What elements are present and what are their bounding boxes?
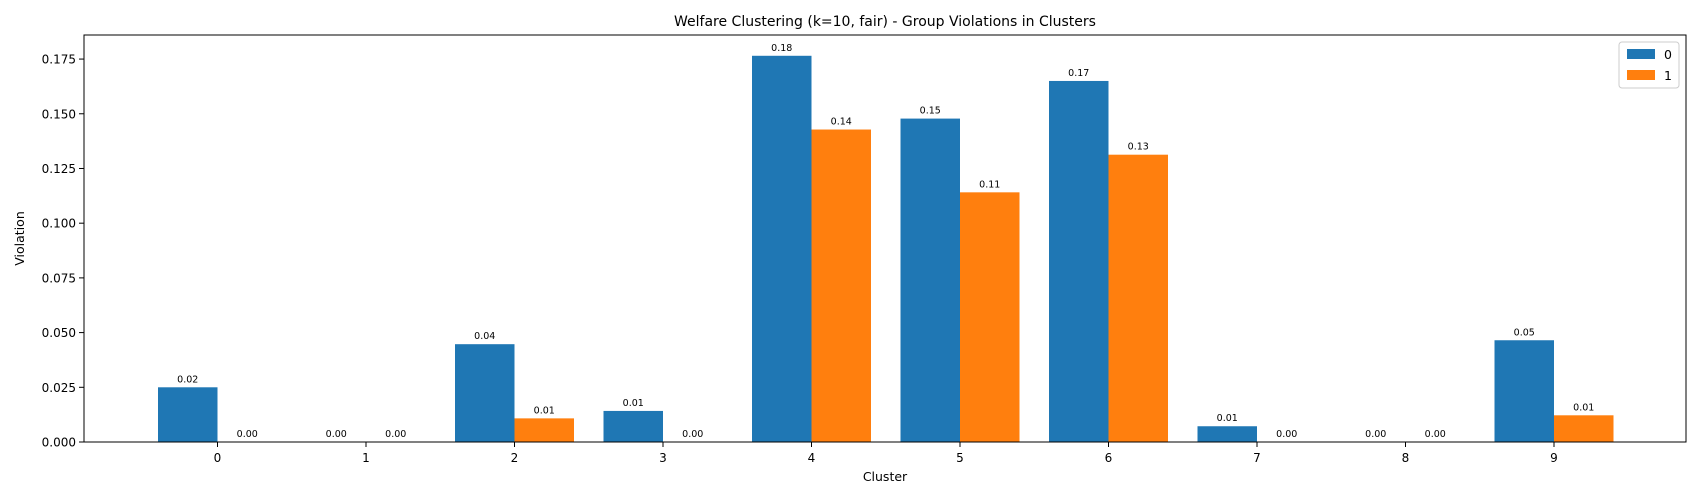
x-tick-label: 8 bbox=[1402, 451, 1410, 465]
bar-label-series1-cluster7: 0.00 bbox=[1276, 429, 1297, 440]
x-tick-label: 7 bbox=[1253, 451, 1261, 465]
y-tick-label: 0.000 bbox=[42, 436, 76, 450]
legend-swatch-series1 bbox=[1627, 70, 1655, 80]
x-tick-label: 4 bbox=[808, 451, 816, 465]
bar-series1-cluster5 bbox=[960, 192, 1020, 442]
bar-series0-cluster3 bbox=[603, 410, 663, 442]
bar-label-series1-cluster2: 0.01 bbox=[534, 405, 555, 416]
legend-label-series1: 1 bbox=[1664, 68, 1672, 83]
bar-series0-cluster4 bbox=[752, 55, 812, 443]
bar-label-series0-cluster3: 0.01 bbox=[623, 398, 644, 409]
x-tick-label: 3 bbox=[659, 451, 667, 465]
bar-label-series1-cluster5: 0.11 bbox=[979, 179, 1000, 190]
plot-area: 0.02 0.00 0.04 0.01 0.18 0.15 0.17 0.01 0.00 0.05… bbox=[42, 34, 1687, 465]
y-tick-label: 0.125 bbox=[42, 162, 76, 176]
y-tick-label: 0.075 bbox=[42, 271, 76, 285]
bar-series1-cluster4 bbox=[811, 129, 871, 442]
bar-label-series1-cluster8: 0.00 bbox=[1425, 429, 1446, 440]
bar-series0-cluster6 bbox=[1049, 80, 1109, 443]
bar-series1-cluster6 bbox=[1108, 154, 1168, 443]
bar-label-series1-cluster3: 0.00 bbox=[682, 429, 703, 440]
bar-series0-cluster0 bbox=[158, 387, 218, 442]
bar-label-series0-cluster5: 0.15 bbox=[920, 106, 941, 117]
bar-label-series0-cluster7: 0.01 bbox=[1217, 413, 1238, 424]
bar-label-series0-cluster6: 0.17 bbox=[1068, 68, 1089, 79]
bar-label-series1-cluster6: 0.13 bbox=[1128, 142, 1149, 153]
bar-label-series0-cluster9: 0.05 bbox=[1514, 327, 1535, 338]
x-tick-label: 5 bbox=[956, 451, 964, 465]
bar-series1-cluster2 bbox=[514, 418, 574, 442]
x-tick-label: 1 bbox=[362, 451, 370, 465]
y-tick-label: 0.025 bbox=[42, 381, 76, 395]
y-tick-label: 0.100 bbox=[42, 217, 76, 231]
x-tick-label: 0 bbox=[214, 451, 222, 465]
legend: 01 bbox=[1618, 41, 1680, 89]
y-tick-label: 0.150 bbox=[42, 107, 76, 121]
bar-series0-cluster5 bbox=[900, 118, 960, 443]
bar-label-series1-cluster9: 0.01 bbox=[1573, 402, 1594, 413]
bar-label-series1-cluster4: 0.14 bbox=[831, 117, 852, 128]
y-tick-label: 0.175 bbox=[42, 53, 76, 67]
y-axis-label: Violation bbox=[12, 211, 27, 265]
y-tick-label: 0.050 bbox=[42, 326, 76, 340]
bar-label-series0-cluster4: 0.18 bbox=[771, 43, 792, 54]
bar-series0-cluster9 bbox=[1494, 340, 1554, 442]
bar-series0-cluster2 bbox=[455, 344, 515, 442]
chart-title: Welfare Clustering (k=10, fair) - Group … bbox=[674, 14, 1096, 30]
bar-series1-cluster9 bbox=[1554, 415, 1614, 442]
bar-series0-cluster7 bbox=[1197, 426, 1257, 442]
x-axis-label: Cluster bbox=[863, 469, 908, 484]
bar-label-series0-cluster0: 0.02 bbox=[177, 374, 198, 385]
bar-label-series1-cluster0: 0.00 bbox=[237, 429, 258, 440]
axes-frame bbox=[83, 34, 1687, 443]
bar-label-series1-cluster1: 0.00 bbox=[385, 429, 406, 440]
x-tick-label: 9 bbox=[1550, 451, 1558, 465]
legend-swatch-series0 bbox=[1627, 49, 1655, 59]
bar-label-series0-cluster8: 0.00 bbox=[1365, 429, 1386, 440]
bar-label-series0-cluster2: 0.04 bbox=[474, 331, 495, 342]
x-tick-label: 2 bbox=[511, 451, 519, 465]
x-tick-label: 6 bbox=[1105, 451, 1113, 465]
bar-label-series0-cluster1: 0.00 bbox=[326, 429, 347, 440]
legend-label-series0: 0 bbox=[1664, 47, 1672, 62]
